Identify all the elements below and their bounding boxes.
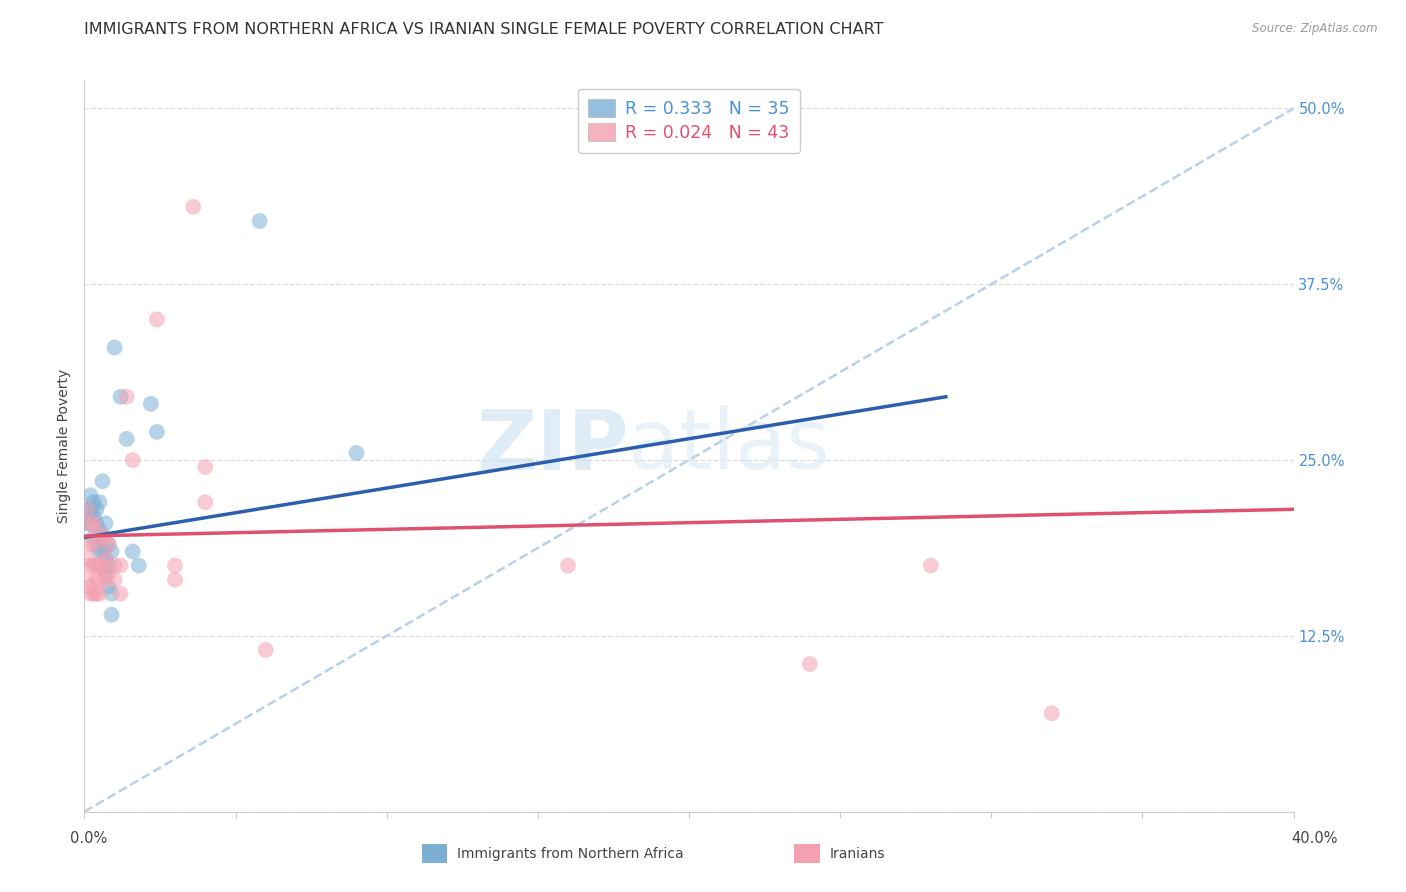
Point — [76, 502, 98, 516]
Point — [97, 537, 120, 551]
Point — [91, 474, 114, 488]
Point — [82, 530, 104, 544]
Text: Source: ZipAtlas.com: Source: ZipAtlas.com — [1253, 22, 1378, 36]
Point — [79, 488, 101, 502]
Text: ZIP: ZIP — [477, 406, 628, 486]
Point — [94, 551, 117, 566]
Point — [110, 587, 132, 601]
Point — [91, 530, 114, 544]
Point — [100, 544, 122, 558]
Point — [181, 200, 204, 214]
Point — [110, 390, 132, 404]
Point — [128, 558, 150, 573]
Legend: R = 0.333   N = 35, R = 0.024   N = 43: R = 0.333 N = 35, R = 0.024 N = 43 — [578, 89, 800, 153]
Point — [89, 587, 111, 601]
Point — [94, 573, 117, 587]
Point — [89, 524, 111, 538]
Point — [146, 312, 169, 326]
Point — [82, 516, 104, 531]
Point — [86, 573, 108, 587]
Point — [94, 566, 117, 580]
Point — [104, 558, 127, 573]
Point — [194, 460, 217, 475]
Y-axis label: Single Female Poverty: Single Female Poverty — [58, 369, 72, 523]
Point — [86, 537, 108, 551]
Point — [115, 432, 138, 446]
Point — [89, 573, 111, 587]
Point — [89, 558, 111, 573]
Point — [94, 516, 117, 531]
Point — [920, 558, 942, 573]
Point — [76, 573, 98, 587]
Text: 0.0%: 0.0% — [70, 831, 107, 846]
Text: atlas: atlas — [628, 406, 830, 486]
Point — [249, 214, 271, 228]
Point — [86, 587, 108, 601]
Point — [97, 566, 120, 580]
Point — [91, 530, 114, 544]
Point — [104, 573, 127, 587]
Point — [557, 558, 579, 573]
Text: IMMIGRANTS FROM NORTHERN AFRICA VS IRANIAN SINGLE FEMALE POVERTY CORRELATION CHA: IMMIGRANTS FROM NORTHERN AFRICA VS IRANI… — [84, 22, 884, 37]
Point — [91, 544, 114, 558]
Point — [165, 573, 187, 587]
Point — [346, 446, 368, 460]
Point — [89, 495, 111, 509]
Point — [110, 558, 132, 573]
Point — [115, 390, 138, 404]
Point — [139, 397, 162, 411]
Point — [254, 643, 277, 657]
Text: Immigrants from Northern Africa: Immigrants from Northern Africa — [457, 847, 683, 861]
Point — [97, 580, 120, 594]
Point — [97, 537, 120, 551]
Point — [100, 587, 122, 601]
Point — [79, 502, 101, 516]
Point — [79, 580, 101, 594]
Point — [86, 516, 108, 531]
Point — [121, 544, 143, 558]
Point — [194, 495, 217, 509]
Point — [799, 657, 821, 671]
Text: 40.0%: 40.0% — [1291, 831, 1339, 846]
Point — [89, 544, 111, 558]
Point — [121, 453, 143, 467]
Point — [165, 558, 187, 573]
Point — [79, 516, 101, 531]
Point — [82, 509, 104, 524]
Point — [79, 537, 101, 551]
Point — [146, 425, 169, 439]
Point — [86, 524, 108, 538]
Point — [82, 558, 104, 573]
Point — [82, 495, 104, 509]
Point — [94, 530, 117, 544]
Point — [86, 502, 108, 516]
Point — [100, 607, 122, 622]
Point — [104, 341, 127, 355]
Point — [76, 551, 98, 566]
Point — [82, 587, 104, 601]
Point — [76, 516, 98, 531]
Point — [1040, 706, 1063, 721]
Point — [97, 558, 120, 573]
Text: Iranians: Iranians — [830, 847, 884, 861]
Point — [76, 502, 98, 516]
Point — [79, 558, 101, 573]
Point — [91, 558, 114, 573]
Point — [94, 551, 117, 566]
Point — [82, 537, 104, 551]
Point — [79, 587, 101, 601]
Point — [79, 516, 101, 531]
Point — [86, 558, 108, 573]
